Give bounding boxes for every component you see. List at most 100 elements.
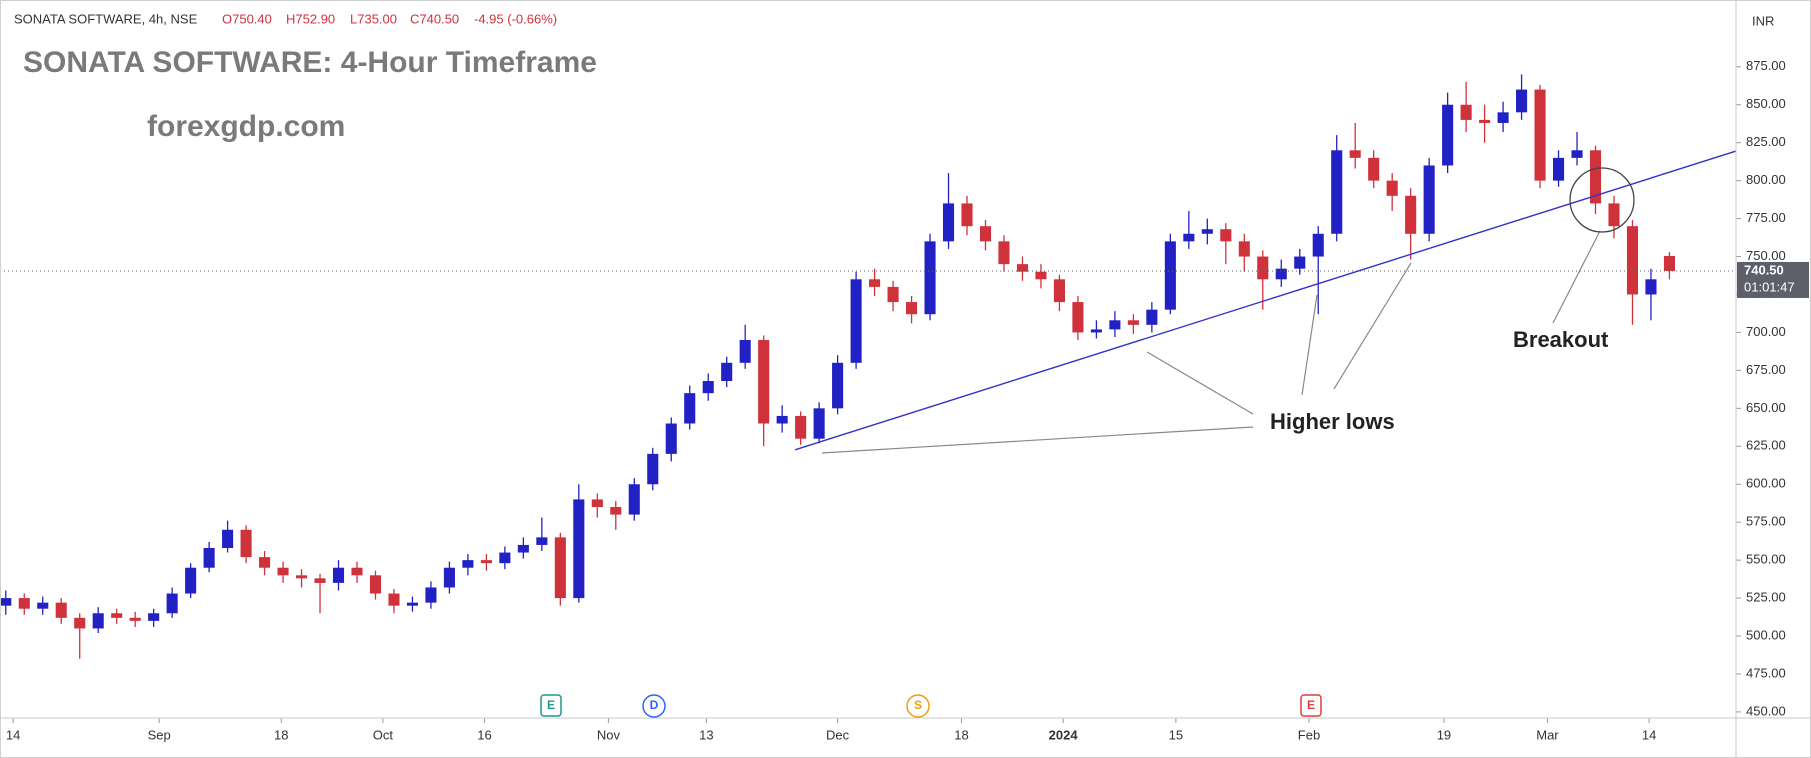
x-tick-label: 15 [1169, 727, 1183, 742]
x-tick-label: 14 [6, 727, 20, 742]
candle-body [776, 415, 788, 424]
y-tick-label: 550.00 [1746, 552, 1786, 567]
candle-body [1201, 229, 1213, 234]
pointer-line [1333, 262, 1412, 390]
candle-body [1405, 195, 1417, 234]
candle-body [1608, 203, 1620, 227]
candle-body [1164, 241, 1176, 310]
candle-body [906, 302, 918, 315]
countdown: 01:01:47 [1744, 279, 1795, 294]
candle-body [1368, 157, 1380, 181]
overlay-layer [0, 150, 1737, 451]
candle-body [1626, 226, 1639, 295]
y-tick-label: 450.00 [1746, 703, 1786, 718]
ohlc-open: O750.40 [222, 11, 272, 26]
candle-body [1146, 309, 1158, 325]
candle-body [425, 587, 437, 603]
candle-body [813, 408, 825, 439]
candle-body [1442, 104, 1454, 166]
y-tick-label: 500.00 [1746, 627, 1786, 642]
x-tick-label: Feb [1298, 727, 1320, 742]
candle-body [314, 578, 326, 583]
candle-body [942, 203, 955, 242]
candle-body [1552, 157, 1565, 181]
y-tick-label: 675.00 [1746, 362, 1786, 377]
candle-body [869, 279, 881, 287]
candle-body [795, 415, 807, 439]
candle-body [1294, 256, 1306, 269]
event-label[interactable]: S [914, 698, 922, 712]
candle-body [406, 602, 418, 606]
candle-body [1109, 320, 1121, 330]
candle-body [1645, 279, 1657, 295]
trendline [794, 150, 1737, 451]
candle-body [1497, 112, 1509, 123]
candle-body [1516, 89, 1528, 113]
currency: INR [1752, 13, 1774, 28]
candle-body [1183, 233, 1195, 242]
candle-body [499, 552, 511, 564]
x-tick-label: Nov [597, 727, 621, 742]
event-label[interactable]: D [650, 698, 659, 712]
symbol-info: SONATA SOFTWARE, 4h, NSE [14, 11, 198, 26]
candle-body [369, 575, 382, 594]
y-tick-label: 825.00 [1746, 134, 1786, 149]
y-tick-label: 525.00 [1746, 590, 1786, 605]
y-tick-label: 800.00 [1746, 172, 1786, 187]
candle-body [1312, 233, 1324, 257]
candle-body [998, 241, 1010, 265]
candle-body [351, 567, 363, 576]
candle-body [536, 537, 548, 545]
candle-body [295, 575, 308, 579]
event-badge[interactable] [906, 694, 930, 718]
candle-body [332, 567, 345, 583]
candle-body [739, 340, 751, 363]
event-badge[interactable] [540, 694, 562, 717]
candle-body [721, 362, 733, 382]
x-tick-label: 13 [699, 727, 713, 742]
annotation: Higher lows [1270, 409, 1395, 434]
x-tick-label: Oct [373, 727, 394, 742]
candle-body [1386, 180, 1398, 196]
candle-body [684, 393, 696, 424]
candle-body [647, 453, 659, 485]
candle-body [758, 340, 770, 424]
pointer-line [1146, 351, 1254, 415]
candle-body [665, 423, 677, 454]
candle-body [1423, 165, 1435, 234]
event-label[interactable]: E [1307, 698, 1315, 712]
event-badge[interactable] [1300, 694, 1322, 717]
candle-body [832, 362, 844, 409]
event-label[interactable]: E [547, 698, 555, 712]
watermark: forexgdp.com [147, 110, 345, 143]
candle-body [887, 286, 899, 303]
candle-body [37, 602, 49, 609]
candle-body [462, 560, 474, 568]
candle-body [1257, 256, 1269, 280]
candle-body [1053, 279, 1065, 303]
candle-body [240, 529, 252, 558]
candle-body [1663, 255, 1675, 271]
event-badge[interactable] [642, 694, 666, 718]
candle-body [129, 617, 141, 621]
candle-body [1479, 119, 1491, 123]
candle-body [702, 381, 714, 394]
y-tick-label: 575.00 [1746, 514, 1786, 529]
ohlc-close: C740.50 [410, 11, 459, 26]
candle-body [259, 557, 271, 568]
chart-title: SONATA SOFTWARE: 4-Hour Timeframe [23, 46, 597, 79]
x-tick-label: 16 [477, 727, 491, 742]
candle-body [1035, 271, 1047, 280]
breakout-circle [1569, 167, 1635, 233]
candle-body [1349, 150, 1361, 158]
candle-body [18, 598, 30, 609]
candle-body [924, 241, 936, 315]
candle-body [517, 544, 529, 553]
candle-body [1460, 104, 1472, 120]
candle-body [443, 567, 455, 588]
grid-layer [12, 66, 1741, 723]
annotation: Breakout [1513, 327, 1609, 352]
y-tick-label: 775.00 [1746, 210, 1786, 225]
x-tick-label: 18 [274, 727, 288, 742]
